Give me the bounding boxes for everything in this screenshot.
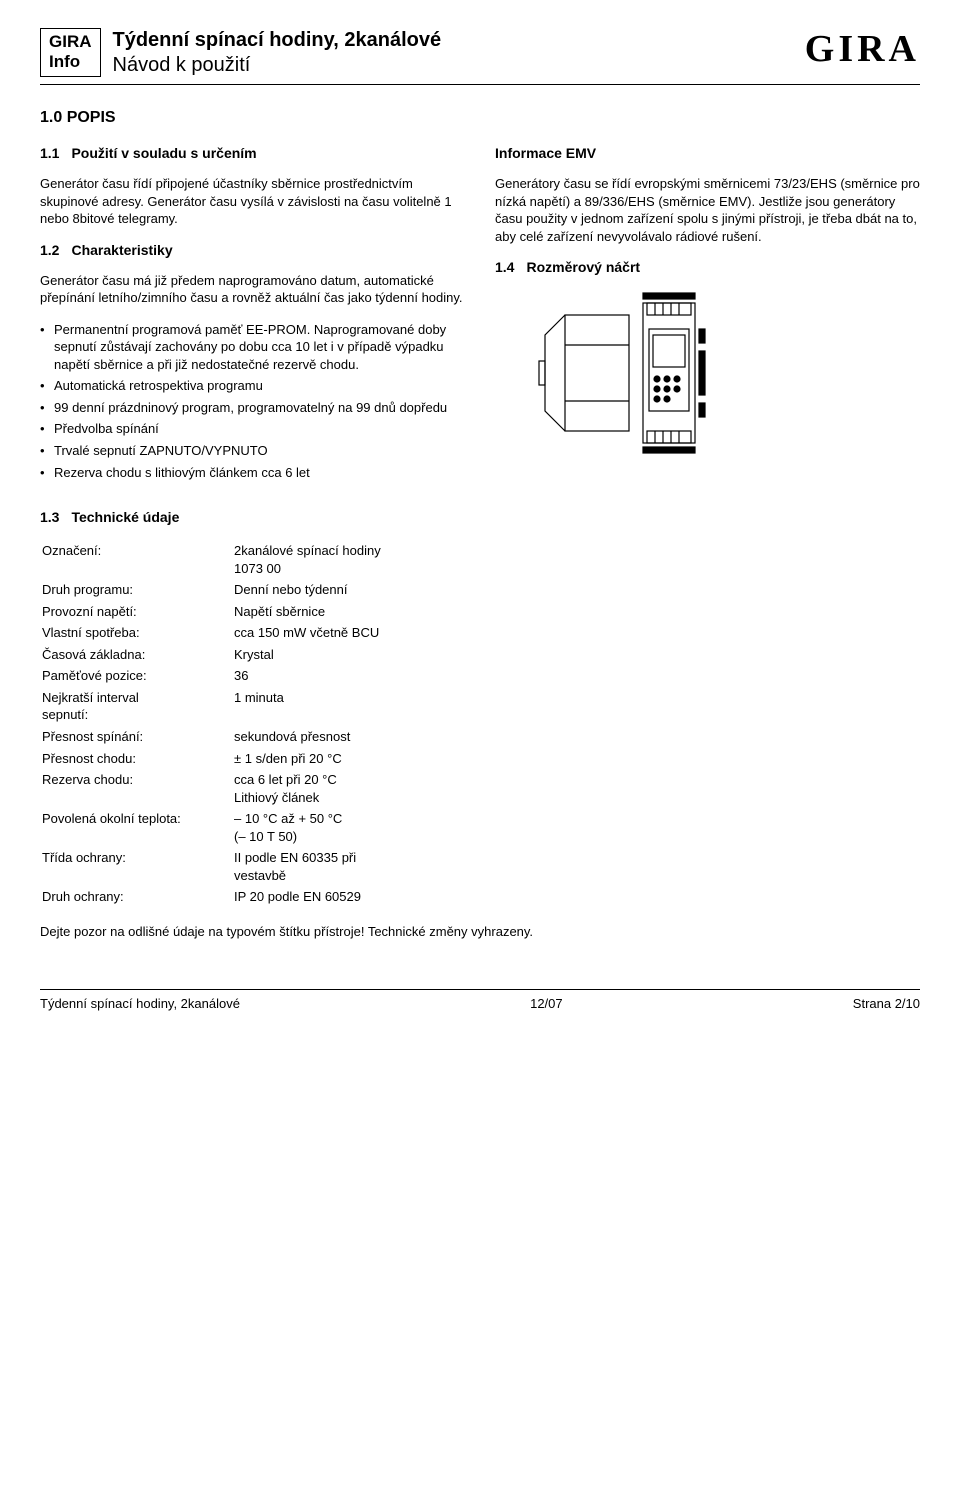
tech-label: Přesnost chodu: (42, 749, 232, 769)
section-1-4-num: 1.4 (495, 259, 514, 275)
tech-label: Vlastní spotřeba: (42, 623, 232, 643)
tech-row: Třída ochrany:II podle EN 60335 při vest… (42, 848, 381, 885)
tech-value: Krystal (234, 645, 381, 665)
feature-list: Permanentní programová paměť EE-PROM. Na… (40, 321, 465, 481)
tech-label: Rezerva chodu: (42, 770, 232, 807)
tech-label: Provozní napětí: (42, 602, 232, 622)
tech-value: IP 20 podle EN 60529 (234, 887, 381, 907)
tech-row: Druh ochrany:IP 20 podle EN 60529 (42, 887, 381, 907)
tech-row: Nejkratší interval sepnutí:1 minuta (42, 688, 381, 725)
tech-label: Nejkratší interval sepnutí: (42, 688, 232, 725)
tech-row: Označení:2kanálové spínací hodiny 1073 0… (42, 541, 381, 578)
section-1-1-num: 1.1 (40, 145, 59, 161)
tech-label: Označení: (42, 541, 232, 578)
tech-value: II podle EN 60335 při vestavbě (234, 848, 381, 885)
section-1-2-heading: 1.2 Charakteristiky (40, 242, 465, 258)
feature-list-item: Rezerva chodu s lithiovým článkem cca 6 … (40, 464, 465, 482)
tech-value: 1 minuta (234, 688, 381, 725)
tech-data-table: Označení:2kanálové spínací hodiny 1073 0… (40, 539, 383, 909)
doc-subtitle: Návod k použití (113, 53, 805, 78)
tech-row: Provozní napětí:Napětí sběrnice (42, 602, 381, 622)
tech-row: Rezerva chodu:cca 6 let při 20 °C Lithio… (42, 770, 381, 807)
tech-value: ± 1 s/den při 20 °C (234, 749, 381, 769)
section-1-3-heading: 1.3 Technické údaje (40, 509, 920, 525)
feature-list-item: Permanentní programová paměť EE-PROM. Na… (40, 321, 465, 374)
tech-note: Dejte pozor na odlišné údaje na typovém … (40, 923, 920, 941)
section-1-3-title: Technické údaje (71, 509, 179, 525)
tech-row: Povolená okolní teplota:– 10 °C až + 50 … (42, 809, 381, 846)
feature-list-item: 99 denní prázdninový program, programova… (40, 399, 465, 417)
tech-value: sekundová přesnost (234, 727, 381, 747)
emv-body: Generátory času se řídí evropskými směrn… (495, 175, 920, 245)
footer-right: Strana 2/10 (853, 996, 920, 1011)
brand-logo: GIRA (805, 28, 920, 68)
section-1-3-num: 1.3 (40, 509, 59, 525)
doc-title: Týdenní spínací hodiny, 2kanálové (113, 28, 805, 53)
section-1-0-heading: 1.0 POPIS (40, 109, 920, 127)
feature-list-item: Trvalé sepnutí ZAPNUTO/VYPNUTO (40, 442, 465, 460)
two-column-body: 1.1 Použití v souladu s určením Generátor… (40, 145, 920, 495)
brand-box: GIRA Info (40, 28, 101, 77)
section-1-4-title: Rozměrový náčrt (526, 259, 640, 275)
tech-value: 2kanálové spínací hodiny 1073 00 (234, 541, 381, 578)
tech-label: Povolená okolní teplota: (42, 809, 232, 846)
tech-row: Paměťové pozice:36 (42, 666, 381, 686)
dimension-drawing (495, 289, 920, 462)
brand-box-line1: GIRA (49, 32, 92, 52)
page-footer: Týdenní spínací hodiny, 2kanálové 12/07 … (40, 989, 920, 1011)
section-1-4-heading: 1.4 Rozměrový náčrt (495, 259, 920, 275)
tech-value: Denní nebo týdenní (234, 580, 381, 600)
tech-value: cca 150 mW včetně BCU (234, 623, 381, 643)
emv-heading: Informace EMV (495, 145, 920, 161)
feature-list-item: Předvolba spínání (40, 420, 465, 438)
tech-label: Časová základna: (42, 645, 232, 665)
footer-mid: 12/07 (530, 996, 563, 1011)
tech-label: Přesnost spínání: (42, 727, 232, 747)
tech-label: Třída ochrany: (42, 848, 232, 885)
header-title-block: Týdenní spínací hodiny, 2kanálové Návod … (113, 28, 805, 78)
dimension-drawing-svg (495, 289, 725, 459)
section-1-2-body: Generátor času má již předem naprogramov… (40, 272, 465, 307)
section-1-1-body: Generátor času řídí připojené účastníky … (40, 175, 465, 228)
section-1-1-heading: 1.1 Použití v souladu s určením (40, 145, 465, 161)
footer-left: Týdenní spínací hodiny, 2kanálové (40, 996, 240, 1011)
left-column: 1.1 Použití v souladu s určením Generátor… (40, 145, 465, 495)
brand-box-line2: Info (49, 52, 92, 72)
tech-label: Paměťové pozice: (42, 666, 232, 686)
tech-row: Přesnost spínání:sekundová přesnost (42, 727, 381, 747)
section-1-2-num: 1.2 (40, 242, 59, 258)
tech-label: Druh programu: (42, 580, 232, 600)
tech-row: Druh programu:Denní nebo týdenní (42, 580, 381, 600)
tech-row: Přesnost chodu:± 1 s/den při 20 °C (42, 749, 381, 769)
tech-value: – 10 °C až + 50 °C (– 10 T 50) (234, 809, 381, 846)
section-1-1-title: Použití v souladu s určením (71, 145, 256, 161)
tech-label: Druh ochrany: (42, 887, 232, 907)
tech-row: Časová základna:Krystal (42, 645, 381, 665)
tech-row: Vlastní spotřeba:cca 150 mW včetně BCU (42, 623, 381, 643)
section-1-2-title: Charakteristiky (71, 242, 172, 258)
tech-value: Napětí sběrnice (234, 602, 381, 622)
page-header: GIRA Info Týdenní spínací hodiny, 2kanál… (40, 28, 920, 85)
tech-value: cca 6 let při 20 °C Lithiový článek (234, 770, 381, 807)
tech-value: 36 (234, 666, 381, 686)
right-column: Informace EMV Generátory času se řídí ev… (495, 145, 920, 495)
feature-list-item: Automatická retrospektiva programu (40, 377, 465, 395)
